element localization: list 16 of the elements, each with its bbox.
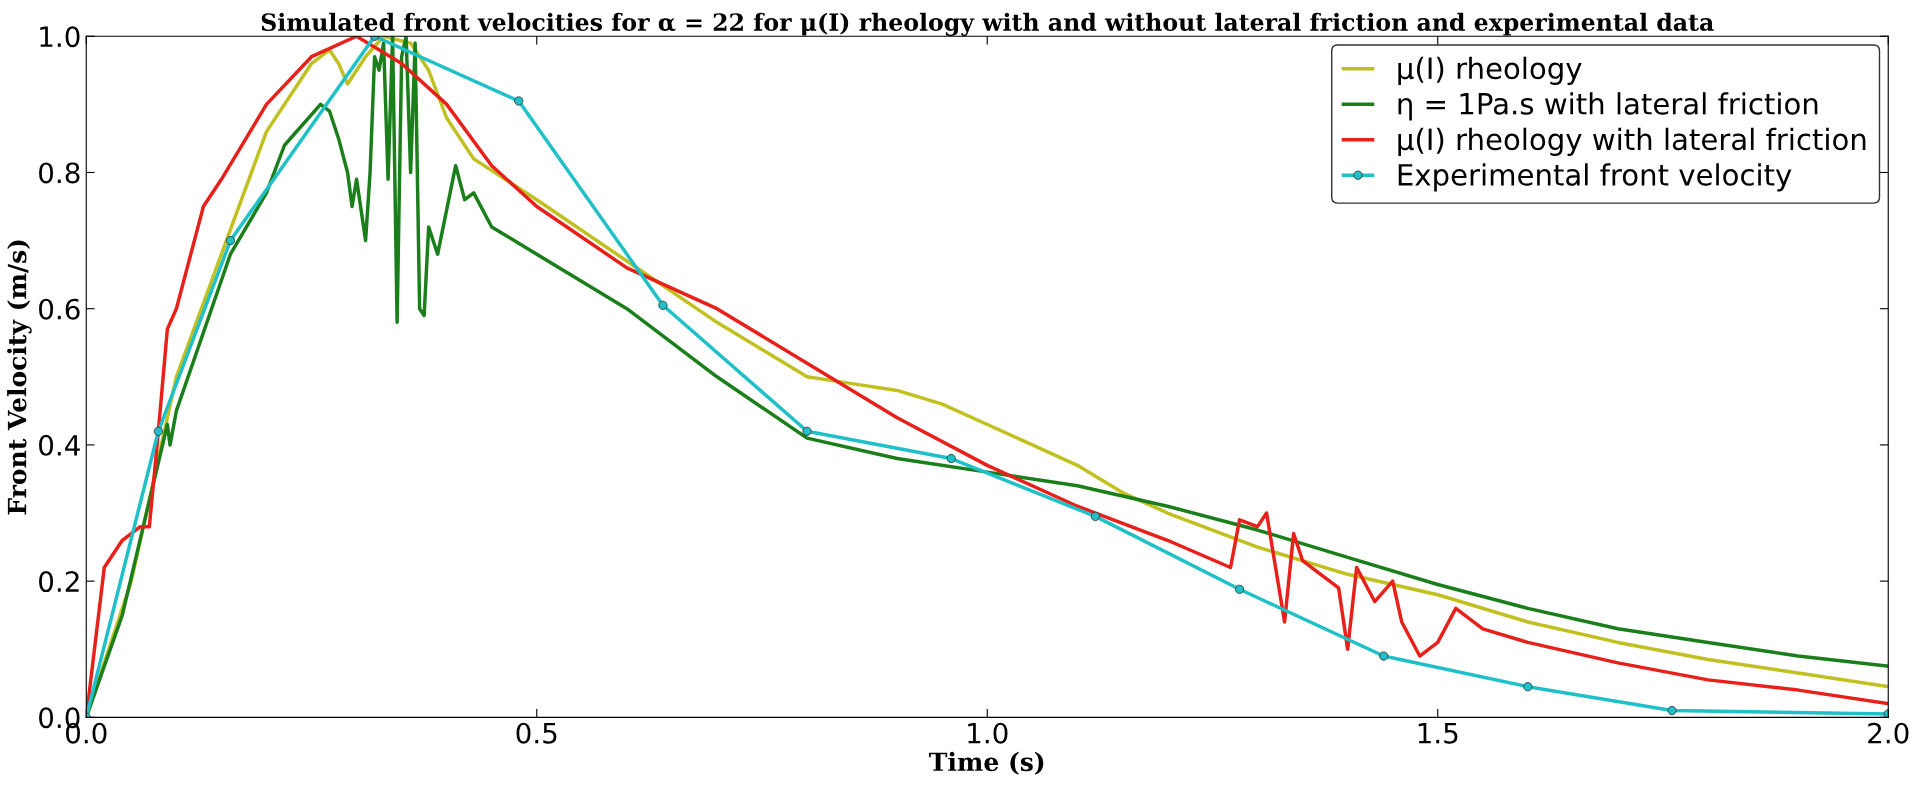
legend-label: Experimental front velocity xyxy=(1398,163,1792,192)
y-tick-label: 0.4 xyxy=(39,434,80,456)
x-tick-label: 1.5 xyxy=(1418,723,1458,744)
legend-label: μ(I) rheology with lateral friction xyxy=(1398,127,1866,156)
y-tick-label: 0.6 xyxy=(39,298,80,320)
x-tick-label: 0.5 xyxy=(516,722,557,744)
legend-label: η = 1Pa.s with lateral friction xyxy=(1398,92,1818,121)
x-tick-label: 2.0 xyxy=(1868,722,1909,744)
x-tick-label: 1.0 xyxy=(968,722,1008,744)
y-axis-title: Front Velocity (m/s) xyxy=(7,240,32,515)
legend-label: μ(I) rheology xyxy=(1398,56,1582,85)
chart-title: Simulated front velocities for α = 22 for μ(I) rheology with and without lateral friction and experimental data xyxy=(261,12,1714,36)
y-tick-label: 1.0 xyxy=(40,26,80,48)
x-axis-title: Time (s) xyxy=(929,751,1044,775)
y-tick-label: 0.8 xyxy=(39,162,80,184)
y-tick-label: 0.2 xyxy=(39,571,79,593)
